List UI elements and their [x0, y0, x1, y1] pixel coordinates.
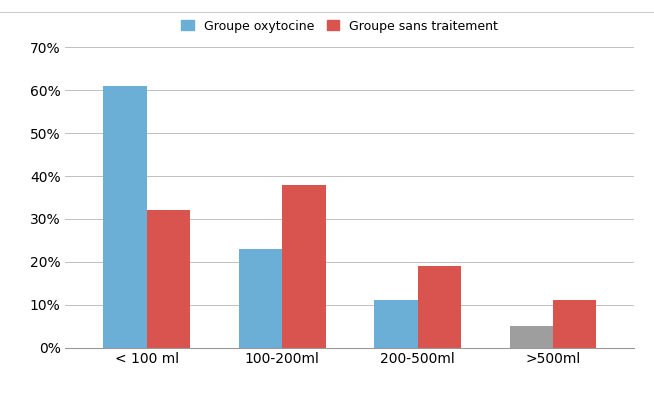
- Bar: [282, 184, 326, 348]
- Bar: [103, 86, 146, 348]
- Bar: [509, 326, 553, 348]
- Bar: [146, 211, 190, 348]
- Legend: Groupe oxytocine, Groupe sans traitement: Groupe oxytocine, Groupe sans traitement: [176, 15, 503, 38]
- Bar: [374, 301, 418, 348]
- Bar: [553, 301, 596, 348]
- Bar: [418, 266, 461, 348]
- Bar: [239, 249, 282, 348]
